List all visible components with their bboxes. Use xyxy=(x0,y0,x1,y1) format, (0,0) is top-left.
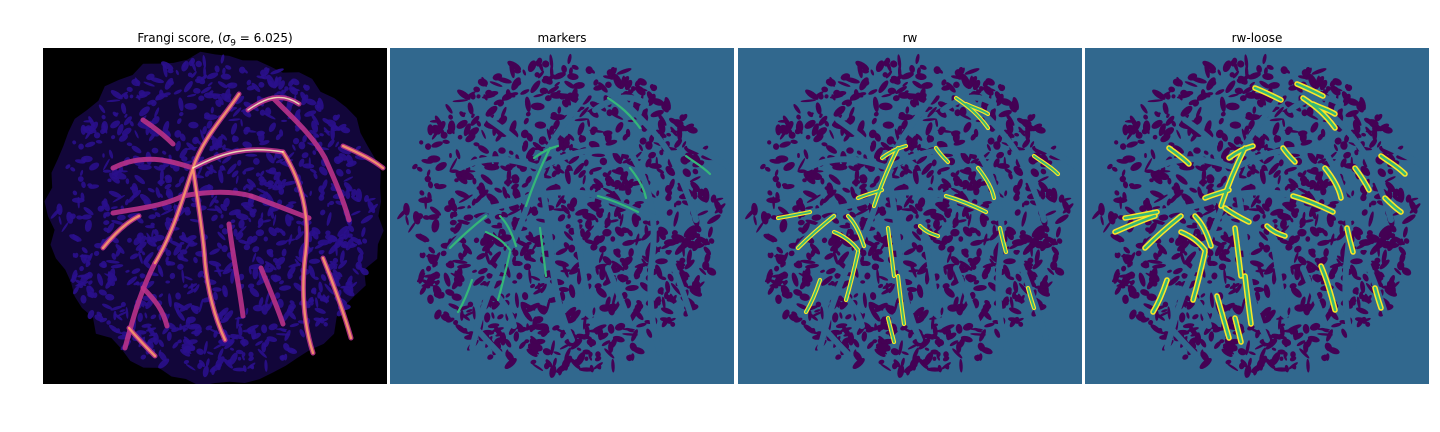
markers-title: markers xyxy=(537,31,587,45)
rw-loose-segmentation-image xyxy=(1085,48,1429,384)
rw-segmentation-image xyxy=(738,48,1082,384)
frangi-score-image xyxy=(43,48,387,384)
frangi-title: Frangi score, (σ9 = 6.025) xyxy=(137,31,293,49)
rw-loose-title: rw-loose xyxy=(1231,31,1283,45)
markers-image xyxy=(390,48,734,384)
rw-panel: rw xyxy=(738,31,1082,384)
rw-loose-panel: rw-loose xyxy=(1085,31,1429,384)
frangi-panel: Frangi score, (σ9 = 6.025) xyxy=(43,31,387,384)
markers-panel: markers xyxy=(390,31,734,384)
rw-title: rw xyxy=(902,31,918,45)
